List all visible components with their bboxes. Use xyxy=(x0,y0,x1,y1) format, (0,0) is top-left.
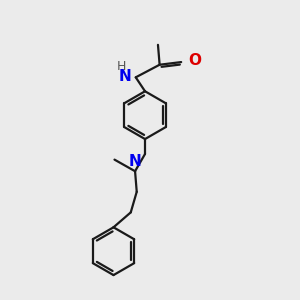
Text: N: N xyxy=(119,68,131,83)
Text: N: N xyxy=(129,154,141,169)
Text: O: O xyxy=(188,53,202,68)
Text: H: H xyxy=(117,60,127,73)
